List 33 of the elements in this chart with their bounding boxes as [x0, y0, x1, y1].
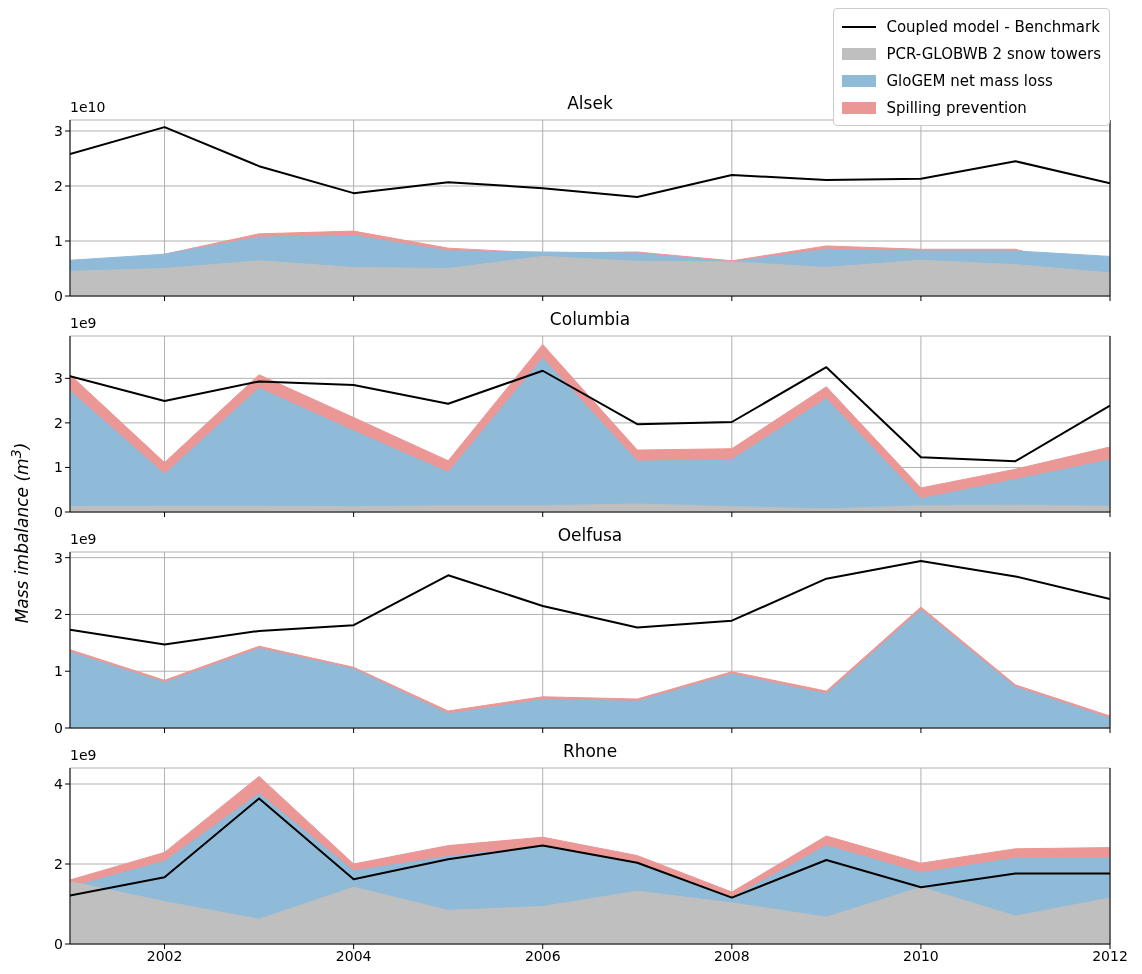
chart-title: Alsek: [567, 93, 613, 113]
y-tick-label: 2: [54, 177, 63, 194]
x-tick-label: 2010: [903, 947, 939, 964]
x-tick-label: 2006: [524, 947, 561, 964]
y-tick-label: 4: [54, 775, 64, 792]
y-tick-label: 2: [54, 855, 63, 872]
legend-label: GloGEM net mass loss: [886, 71, 1053, 90]
y-tick-label: 0: [54, 935, 63, 952]
y-tick-label: 2: [54, 414, 63, 431]
y-tick-label: 1: [54, 459, 63, 476]
y-tick-label: 3: [54, 122, 63, 139]
y-tick-label: 1: [54, 663, 63, 680]
chart-title: Rhone: [562, 741, 618, 761]
chart-title: Columbia: [549, 309, 631, 329]
x-tick-label: 2012: [1092, 947, 1128, 964]
y-tick-label: 1: [54, 232, 63, 249]
x-tick-label: 2004: [335, 947, 372, 964]
chart-title: Oelfusa: [557, 525, 623, 545]
y-tick-label: 0: [54, 719, 63, 736]
y-tick-label: 3: [54, 549, 63, 566]
text: 1e9: [70, 747, 97, 763]
x-tick-label: 2008: [714, 947, 750, 964]
text: 1e9: [70, 531, 97, 547]
y-tick-label: 0: [54, 287, 63, 304]
text: 1e10: [70, 99, 106, 115]
legend-label: PCR-GLOBWB 2 snow towers: [886, 44, 1101, 63]
y-tick-label: 3: [54, 370, 63, 387]
y-tick-label: 2: [54, 606, 63, 623]
text: 1e9: [70, 315, 97, 331]
legend-label: Spilling prevention: [886, 98, 1027, 117]
x-tick-label: 2002: [146, 947, 183, 964]
legend-label: Coupled model - Benchmark: [886, 17, 1100, 36]
y-tick-label: 0: [54, 503, 63, 520]
